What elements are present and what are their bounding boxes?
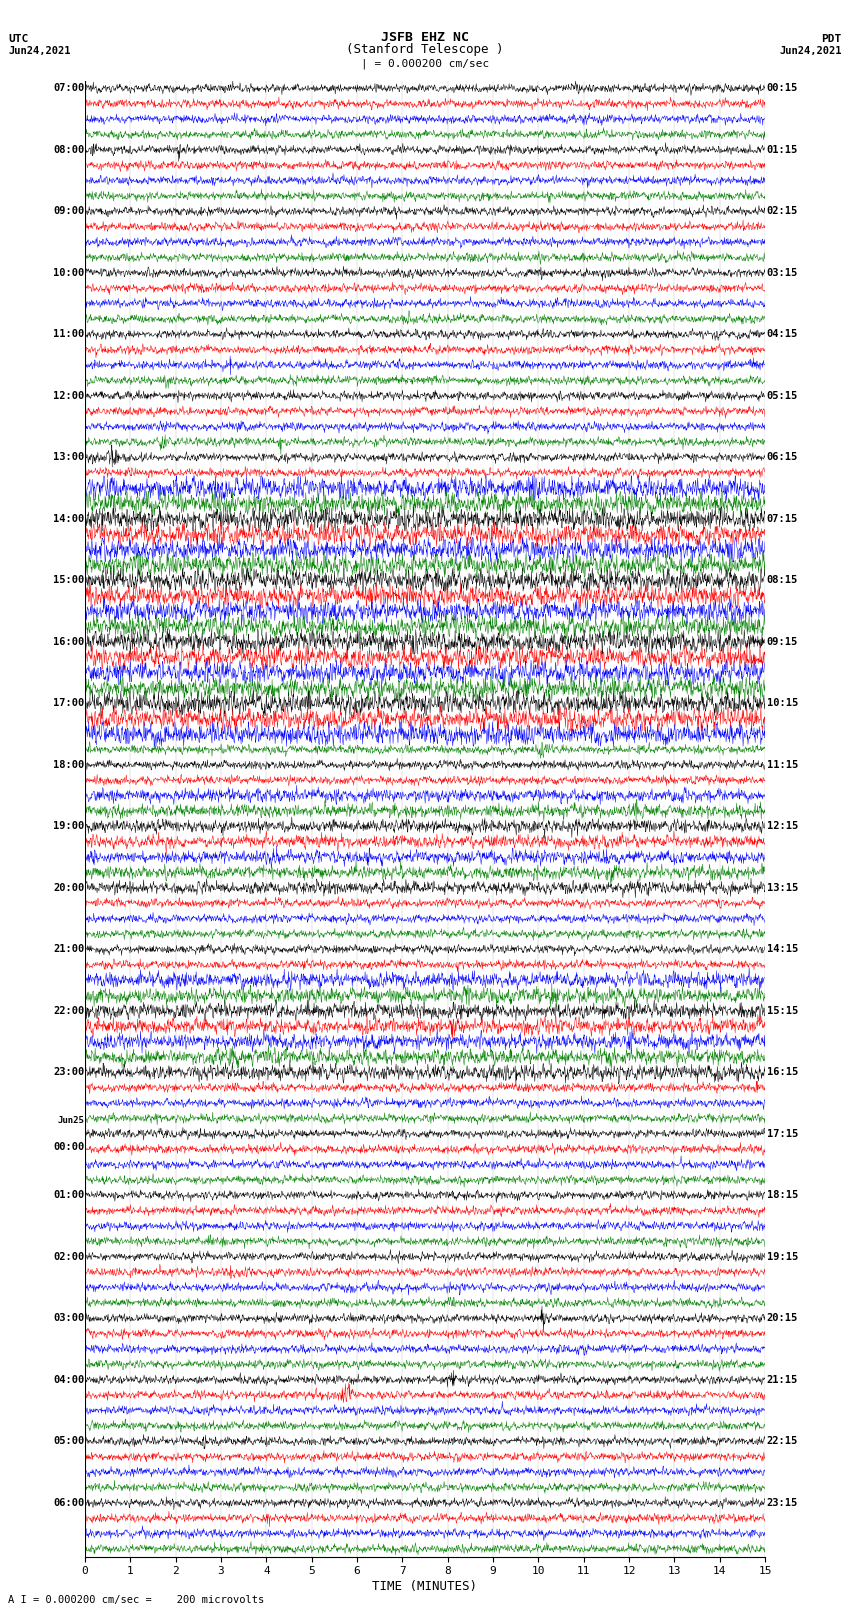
- Text: Jun25: Jun25: [57, 1116, 84, 1126]
- Text: 21:15: 21:15: [767, 1374, 798, 1384]
- Text: 09:15: 09:15: [767, 637, 798, 647]
- Text: Jun24,2021: Jun24,2021: [8, 47, 71, 56]
- Text: Jun24,2021: Jun24,2021: [779, 47, 842, 56]
- Text: 02:00: 02:00: [53, 1252, 84, 1261]
- Text: 19:15: 19:15: [767, 1252, 798, 1261]
- Text: | = 0.000200 cm/sec: | = 0.000200 cm/sec: [361, 58, 489, 69]
- Text: (Stanford Telescope ): (Stanford Telescope ): [346, 44, 504, 56]
- Text: UTC: UTC: [8, 34, 29, 44]
- X-axis label: TIME (MINUTES): TIME (MINUTES): [372, 1581, 478, 1594]
- Text: 09:00: 09:00: [53, 206, 84, 216]
- Text: 01:00: 01:00: [53, 1190, 84, 1200]
- Text: 05:00: 05:00: [53, 1436, 84, 1447]
- Text: 10:15: 10:15: [767, 698, 798, 708]
- Text: PDT: PDT: [821, 34, 842, 44]
- Text: 04:00: 04:00: [53, 1374, 84, 1384]
- Text: 14:00: 14:00: [53, 515, 84, 524]
- Text: 18:00: 18:00: [53, 760, 84, 769]
- Text: 20:00: 20:00: [53, 882, 84, 892]
- Text: 18:15: 18:15: [767, 1190, 798, 1200]
- Text: 17:15: 17:15: [767, 1129, 798, 1139]
- Text: 11:00: 11:00: [53, 329, 84, 339]
- Text: 11:15: 11:15: [767, 760, 798, 769]
- Text: 16:00: 16:00: [53, 637, 84, 647]
- Text: 12:15: 12:15: [767, 821, 798, 831]
- Text: 01:15: 01:15: [767, 145, 798, 155]
- Text: 05:15: 05:15: [767, 390, 798, 400]
- Text: A I = 0.000200 cm/sec =    200 microvolts: A I = 0.000200 cm/sec = 200 microvolts: [8, 1595, 264, 1605]
- Text: 22:00: 22:00: [53, 1007, 84, 1016]
- Text: 22:15: 22:15: [767, 1436, 798, 1447]
- Text: 02:15: 02:15: [767, 206, 798, 216]
- Text: 13:15: 13:15: [767, 882, 798, 892]
- Text: 06:15: 06:15: [767, 452, 798, 463]
- Text: 00:00: 00:00: [53, 1142, 84, 1152]
- Text: 20:15: 20:15: [767, 1313, 798, 1323]
- Text: 21:00: 21:00: [53, 944, 84, 955]
- Text: 10:00: 10:00: [53, 268, 84, 277]
- Text: 08:00: 08:00: [53, 145, 84, 155]
- Text: 07:00: 07:00: [53, 84, 84, 94]
- Text: JSFB EHZ NC: JSFB EHZ NC: [381, 31, 469, 44]
- Text: 23:00: 23:00: [53, 1068, 84, 1077]
- Text: 23:15: 23:15: [767, 1498, 798, 1508]
- Text: 12:00: 12:00: [53, 390, 84, 400]
- Text: 04:15: 04:15: [767, 329, 798, 339]
- Text: 14:15: 14:15: [767, 944, 798, 955]
- Text: 19:00: 19:00: [53, 821, 84, 831]
- Text: 03:00: 03:00: [53, 1313, 84, 1323]
- Text: 03:15: 03:15: [767, 268, 798, 277]
- Text: 15:15: 15:15: [767, 1007, 798, 1016]
- Text: 15:00: 15:00: [53, 576, 84, 586]
- Text: 06:00: 06:00: [53, 1498, 84, 1508]
- Text: 17:00: 17:00: [53, 698, 84, 708]
- Text: 07:15: 07:15: [767, 515, 798, 524]
- Text: 00:15: 00:15: [767, 84, 798, 94]
- Text: 16:15: 16:15: [767, 1068, 798, 1077]
- Text: 08:15: 08:15: [767, 576, 798, 586]
- Text: 13:00: 13:00: [53, 452, 84, 463]
